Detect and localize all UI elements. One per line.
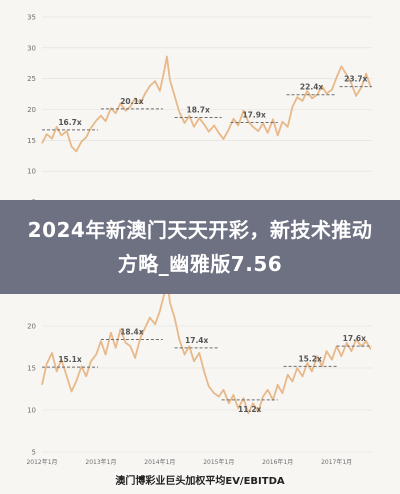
average-label: 15.2x (298, 354, 322, 363)
y-tick-label: 20 (27, 106, 36, 114)
series-line (41, 55, 372, 153)
title-banner: 2024年新澳门天天开彩，新技术推动方略_幽雅版7.56 (0, 200, 400, 294)
average-label: 16.7x (58, 118, 82, 127)
average-label: 17.4x (185, 336, 209, 345)
y-tick-label: 10 (27, 407, 36, 415)
y-tick-label: 15 (27, 137, 36, 145)
title-text: 2024年新澳门天天开彩，新技术推动方略_幽雅版7.56 (27, 218, 373, 276)
average-label: 18.4x (120, 327, 144, 336)
average-label: 23.7x (344, 75, 368, 84)
x-tick-label: 2014年1月 (144, 458, 175, 466)
y-tick-label: 5 (32, 449, 36, 457)
y-tick-label: 25 (27, 75, 36, 83)
x-tick-label: 2017年1月 (321, 458, 352, 466)
y-tick-label: 20 (27, 323, 36, 331)
chart-top-svg: 35302520151052012年1月2013年1月2014年1月2015年1… (27, 14, 372, 201)
chart-top: 35302520151052012年1月2013年1月2014年1月2015年1… (0, 0, 400, 200)
y-tick-label: 15 (27, 365, 36, 373)
average-label: 22.4x (300, 83, 324, 92)
average-label: 11.2x (238, 405, 262, 414)
series-line (41, 294, 372, 415)
average-label: 15.1x (58, 355, 82, 364)
average-label: 18.7x (186, 106, 210, 115)
x-tick-label: 2012年1月 (26, 458, 57, 466)
chart-bottom: 2520151052012年1月2013年1月2014年1月2015年1月201… (0, 294, 400, 494)
y-tick-label: 35 (27, 14, 36, 22)
chart-caption: 澳门博彩业巨头加权平均EV/EBITDA (115, 476, 285, 487)
y-tick-label: 30 (27, 44, 36, 52)
y-tick-label: 10 (27, 168, 36, 176)
x-tick-label: 2013年1月 (85, 458, 116, 466)
chart-bottom-svg: 2520151052012年1月2013年1月2014年1月2015年1月201… (26, 294, 372, 466)
average-label: 17.6x (343, 334, 367, 343)
x-tick-label: 2016年1月 (262, 458, 293, 466)
x-tick-label: 2015年1月 (203, 458, 234, 466)
average-label: 20.1x (120, 97, 144, 106)
y-tick-label: 5 (32, 199, 36, 201)
average-label: 17.9x (242, 110, 266, 119)
